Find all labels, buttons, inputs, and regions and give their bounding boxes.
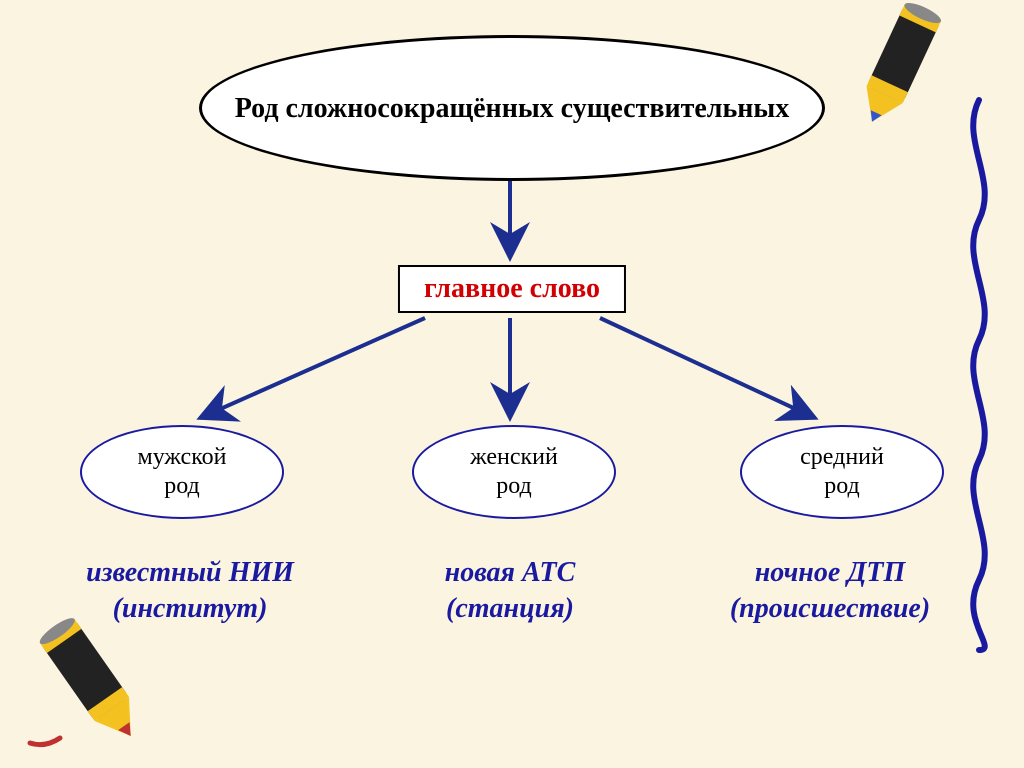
example-line2: (происшествие) — [730, 593, 930, 624]
example-line1: новая АТС — [445, 557, 576, 588]
example-masculine: известный НИИ (институт) — [55, 555, 325, 628]
branch-label: мужскойрод — [138, 443, 227, 501]
squiggle-decoration-icon — [954, 90, 1004, 660]
keyword-text: главное слово — [424, 273, 600, 304]
branch-label: среднийрод — [800, 443, 884, 501]
example-line1: известный НИИ — [86, 557, 294, 588]
example-line1: ночное ДТП — [755, 557, 906, 588]
title-ellipse: Род сложносокращённых существительных — [199, 35, 825, 181]
example-line2: (станция) — [446, 593, 574, 624]
example-feminine: новая АТС (станция) — [395, 555, 625, 628]
branch-label: женскийрод — [470, 443, 558, 501]
title-text: Род сложносокращённых существительных — [235, 91, 790, 126]
slide: Род сложносокращённых существительных гл… — [0, 0, 1024, 768]
keyword-box: главное слово — [398, 265, 626, 313]
example-line2: (институт) — [113, 593, 268, 624]
branch-ellipse-feminine: женскийрод — [412, 425, 616, 519]
branch-ellipse-neuter: среднийрод — [740, 425, 944, 519]
branch-ellipse-masculine: мужскойрод — [80, 425, 284, 519]
example-neuter: ночное ДТП (происшествие) — [700, 555, 960, 628]
crayon-top-right-icon — [844, 0, 964, 140]
